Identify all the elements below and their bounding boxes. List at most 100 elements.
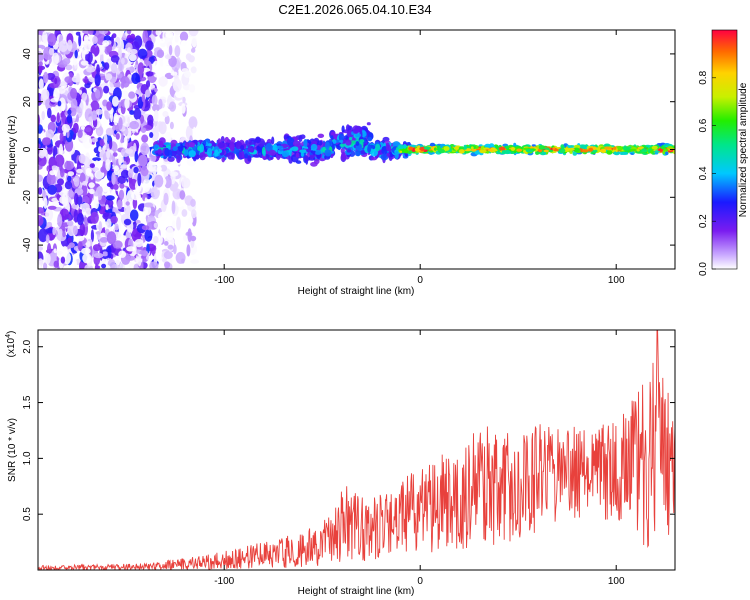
- colorbar-label: Normalized spectral amplitude: [738, 82, 749, 217]
- spectrogram-cell: [140, 127, 147, 133]
- spectrogram-marks: [38, 30, 675, 269]
- spectrogram-cell: [403, 149, 409, 154]
- spectrogram-cell: [199, 151, 206, 161]
- spectrogram-cell: [136, 249, 141, 254]
- spectrogram-cell: [38, 124, 43, 134]
- spectrogram-cell: [76, 168, 83, 174]
- spectrogram-cell: [182, 96, 186, 103]
- spectrogram-cell: [90, 173, 94, 180]
- spectrogram-cell: [38, 54, 45, 61]
- spectrogram-cell: [46, 173, 56, 185]
- spectrogram-cell: [248, 141, 256, 145]
- spectrogram-cell: [64, 138, 74, 152]
- spectrogram-cell: [573, 147, 580, 153]
- spectrogram-cell: [218, 142, 225, 149]
- spectrogram-cell: [154, 174, 164, 188]
- spectrogram-cell: [214, 149, 219, 157]
- colorbar-gradient: [711, 29, 738, 270]
- spectrogram-cell: [125, 201, 130, 206]
- spectrogram-cell: [295, 152, 300, 158]
- spectrogram-cell: [317, 133, 325, 138]
- spectrogram-cell: [113, 152, 118, 157]
- colorbar-tick-label: 0.2: [698, 214, 709, 228]
- spectrogram-cell: [74, 49, 78, 59]
- spectrogram-cell: [158, 98, 163, 110]
- spectrogram-cell: [339, 139, 344, 144]
- spectrogram-cell: [45, 129, 54, 140]
- spectrogram-cell: [89, 163, 96, 169]
- spectrogram-cell: [207, 143, 212, 147]
- spectrogram-cell: [86, 240, 91, 248]
- spectrogram-cell: [167, 244, 174, 250]
- spectrogram-cell: [180, 40, 188, 48]
- spectrogram-cell: [438, 149, 446, 154]
- spectrogram-cell: [325, 141, 330, 150]
- colorbar-tick-label: 0.6: [698, 118, 709, 132]
- spectrogram-cell: [98, 146, 102, 153]
- snr-frame: [37, 329, 676, 571]
- spectrogram-cell: [58, 40, 69, 52]
- spectrogram-cell: [38, 187, 43, 195]
- spectrogram-cell: [175, 134, 181, 142]
- spectrogram-cell: [126, 30, 132, 35]
- spectrogram-cell: [66, 114, 73, 124]
- spectrogram-cell: [51, 165, 58, 171]
- spectrogram-cell: [367, 144, 372, 153]
- spectrogram-cell: [84, 127, 92, 133]
- spectrogram-cell: [71, 75, 81, 83]
- spectrogram-cell: [69, 107, 77, 117]
- spectrogram-cell: [92, 244, 101, 252]
- snr-x-tick-label: 0: [417, 576, 423, 587]
- spectrogram-cell: [102, 212, 113, 220]
- spectrogram-cell: [190, 66, 197, 74]
- spectrogram-cell: [49, 170, 56, 176]
- spectrogram-cell: [423, 146, 431, 150]
- spectrogram-cell: [282, 151, 290, 158]
- spectrogram-cell: [163, 192, 169, 206]
- spectrogram-cell: [145, 71, 154, 77]
- spectrogram-cell: [66, 220, 74, 227]
- colorbar-ticks: 0.0 0.2 0.4 0.6 0.8: [698, 70, 716, 276]
- spectrogram-cell: [99, 139, 105, 147]
- spectrogram-cell: [579, 144, 587, 149]
- spectrogram-cell: [386, 144, 392, 152]
- spectrogram-cell: [175, 143, 181, 147]
- spectrogram-cell: [127, 116, 131, 124]
- spectrogram-cell: [596, 149, 602, 153]
- spectrogram-cell: [346, 149, 352, 153]
- spectrogram-cell: [114, 223, 119, 231]
- spectrogram-cell: [470, 146, 474, 150]
- spectrogram-cell: [47, 243, 52, 256]
- spectrogram-cell: [143, 202, 154, 208]
- spectrogram-cell: [38, 174, 43, 183]
- spectrogram-cell: [172, 188, 182, 200]
- spectrogram-cell: [486, 150, 490, 154]
- spectrogram-cell: [180, 103, 186, 114]
- colorbar: 0.0 0.2 0.4 0.6 0.8 Normalized spectral ampl…: [698, 29, 749, 276]
- spectrogram-cell: [53, 260, 59, 268]
- spectrogram-cell: [408, 146, 414, 151]
- spectrogram-cell: [151, 94, 158, 107]
- colorbar-tick-label: 0.4: [698, 166, 709, 180]
- spectrogram-cell: [72, 225, 78, 236]
- spectrogram-cell: [94, 264, 101, 269]
- spectrogram-cell: [453, 146, 459, 150]
- spectrogram-cell: [62, 58, 71, 65]
- spectrogram-cell: [478, 144, 483, 147]
- spectrogram-cell: [153, 235, 159, 244]
- spectrogram-cell: [106, 148, 111, 160]
- spectrogram-cell: [80, 60, 89, 66]
- spectrogram-cell: [72, 58, 78, 66]
- spectrogram-cell: [278, 145, 284, 152]
- spectrogram-cell: [79, 222, 86, 237]
- spectrogram-cell: [471, 148, 477, 152]
- spectrogram-cell: [181, 209, 188, 217]
- spectrogram-cell: [43, 197, 48, 209]
- spectrogram-cell: [271, 136, 275, 145]
- spectrogram-cell: [82, 253, 92, 264]
- spectrogram-cell: [96, 186, 103, 195]
- spectrogram-cell: [651, 145, 658, 150]
- spectrogram-cell: [174, 34, 179, 43]
- spectrogram-cell: [53, 248, 57, 253]
- spectrogram-cell: [79, 172, 86, 184]
